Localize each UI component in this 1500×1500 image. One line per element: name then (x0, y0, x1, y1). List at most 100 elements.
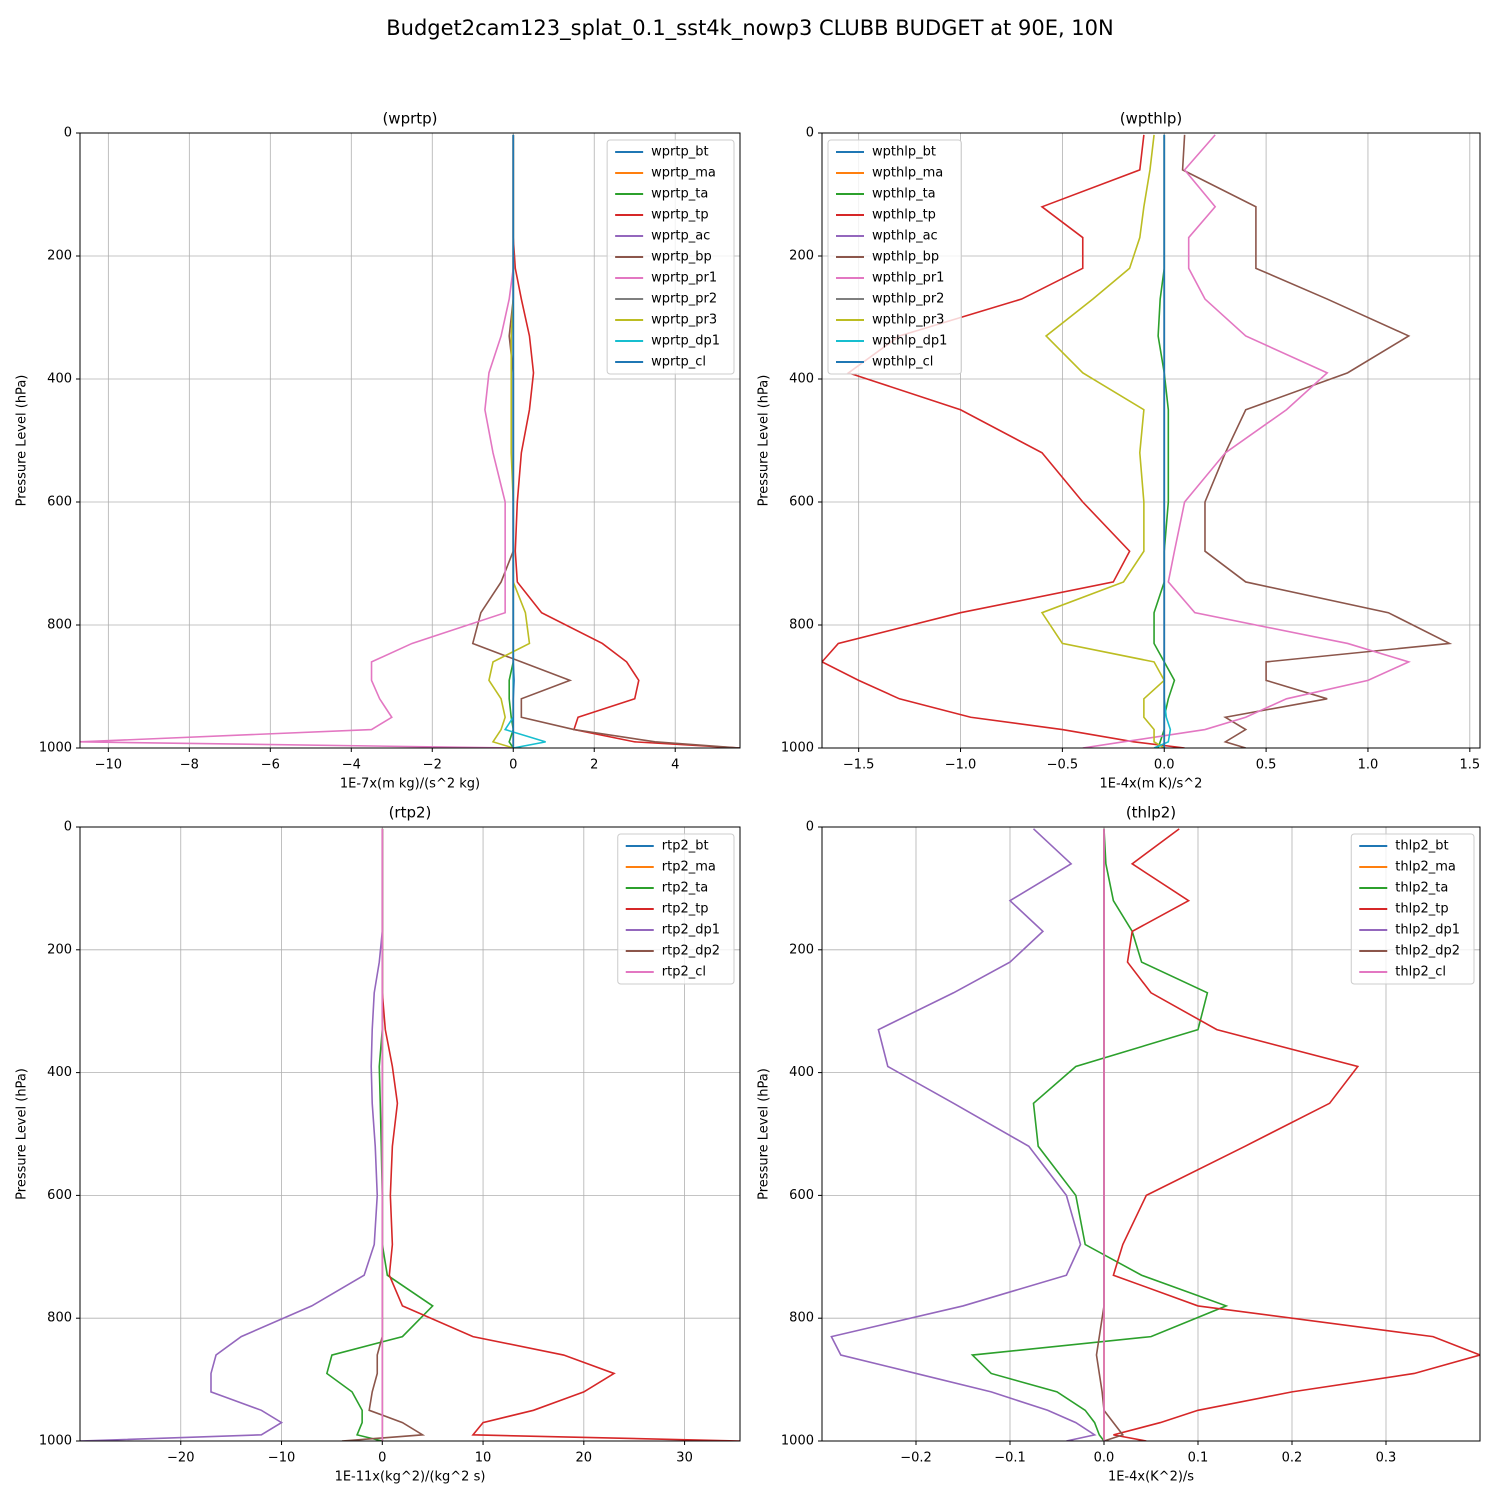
legend-label: thlp2_bt (1395, 839, 1448, 854)
y-tick-label: 1000 (781, 741, 814, 756)
x-tick-label: −0.1 (994, 1451, 1026, 1466)
series-line (80, 134, 515, 748)
subplot-title: (wpthlp) (1120, 110, 1183, 128)
y-tick-label: 600 (47, 1188, 72, 1203)
y-tick-label: 400 (47, 1065, 72, 1080)
figure-title: Budget2cam123_splat_0.1_sst4k_nowp3 CLUB… (386, 16, 1114, 41)
series-line (1112, 828, 1480, 1441)
legend-label: wpthlp_pr3 (872, 313, 944, 328)
y-tick-label: 0 (64, 820, 72, 835)
series-line (1040, 134, 1166, 748)
legend: wpthlp_bt wpthlp_ma wpthlp_ta wpthlp_tpwpth… (827, 139, 962, 375)
y-tick-label: 400 (789, 372, 814, 387)
y-tick-label: 800 (47, 618, 72, 633)
legend-label: wpthlp_ma (872, 166, 943, 181)
legend-label: rtp2_ma (662, 860, 716, 875)
subplot-title: (wprtp) (382, 110, 437, 128)
x-tick-label: 10 (475, 1451, 492, 1466)
legend-label: wprtp_bp (651, 250, 712, 265)
plot-frame (79, 132, 741, 749)
series-line (512, 134, 740, 748)
legend-box (1350, 833, 1475, 985)
legend-label: thlp2_dp1 (1395, 923, 1460, 938)
x-tick-label: −10 (95, 758, 122, 773)
x-axis-label: 1E-4x(K^2)/s (1108, 1470, 1194, 1485)
y-tick-label: 800 (789, 618, 814, 633)
legend-label: thlp2_dp2 (1395, 944, 1460, 959)
plot-frame (79, 826, 741, 1442)
x-tick-label: 4 (671, 758, 679, 773)
legend-label: wprtp_ma (651, 166, 716, 181)
x-tick-label: 1.0 (1358, 758, 1379, 773)
series-line (1181, 134, 1453, 748)
y-tick-label: 200 (789, 249, 814, 264)
legend-label: wpthlp_bt (872, 145, 936, 160)
legend-label: wprtp_dp1 (651, 334, 720, 349)
y-tick-label: 0 (806, 126, 814, 141)
x-tick-label: 0 (378, 1451, 386, 1466)
y-tick-label: 200 (47, 249, 72, 264)
x-tick-label: 20 (576, 1451, 593, 1466)
y-tick-label: 800 (789, 1311, 814, 1326)
x-tick-label: −8 (180, 758, 199, 773)
legend-label: thlp2_cl (1395, 965, 1446, 980)
x-tick-label: 30 (676, 1451, 693, 1466)
x-tick-label: −1.5 (843, 758, 875, 773)
legend-label: wprtp_pr2 (651, 292, 717, 307)
legend-label: thlp2_ta (1395, 881, 1448, 896)
x-tick-label: −4 (342, 758, 361, 773)
x-tick-label: 1.5 (1459, 758, 1480, 773)
series-line (1082, 134, 1411, 748)
legend-label: wprtp_pr3 (651, 313, 717, 328)
y-tick-label: 0 (806, 820, 814, 835)
legend-box (606, 139, 735, 375)
y-tick-label: 0 (64, 126, 72, 141)
y-tick-label: 600 (789, 1188, 814, 1203)
y-tick-label: 400 (47, 372, 72, 387)
x-axis-label: 1E-4x(m K)/s^2 (1100, 777, 1203, 792)
legend-label: wpthlp_pr2 (872, 292, 944, 307)
legend-label: wpthlp_ta (872, 187, 936, 202)
x-tick-label: −20 (167, 1451, 194, 1466)
x-tick-label: 0.0 (1154, 758, 1175, 773)
series-line (822, 134, 1185, 748)
series-line (512, 134, 515, 748)
y-tick-label: 200 (47, 942, 72, 957)
x-tick-label: −2 (423, 758, 442, 773)
x-tick-label: 0.5 (1256, 758, 1277, 773)
legend-label: wpthlp_bp (872, 250, 939, 265)
x-axis-label: 1E-7x(m kg)/(s^2 kg) (340, 777, 480, 792)
x-tick-label: 0.2 (1282, 1451, 1303, 1466)
series-line (970, 828, 1229, 1441)
x-tick-label: −0.2 (900, 1451, 932, 1466)
legend-label: wpthlp_ac (872, 229, 938, 244)
legend-label: rtp2_ta (662, 881, 709, 896)
legend-label: wprtp_bt (651, 145, 708, 160)
subplot-title: (rtp2) (389, 804, 432, 822)
x-tick-label: 0.1 (1188, 1451, 1209, 1466)
x-axis-label: 1E-11x(kg^2)/(kg^2 s) (335, 1470, 486, 1485)
legend-label: wprtp_tp (651, 208, 708, 223)
legend-box (827, 139, 962, 375)
x-tick-label: 0 (509, 758, 517, 773)
y-tick-label: 600 (789, 495, 814, 510)
legend-label: thlp2_ma (1395, 860, 1456, 875)
legend-label: wpthlp_dp1 (872, 334, 947, 349)
y-axis-label: Pressure Level (hPa) (15, 1068, 30, 1200)
y-axis-label: Pressure Level (hPa) (757, 375, 772, 507)
x-tick-label: 0.0 (1094, 1451, 1115, 1466)
legend-label: rtp2_bt (662, 839, 709, 854)
legend-label: wpthlp_pr1 (872, 271, 944, 286)
legend: rtp2_bt rtp2_ma rtp2_ta rtp2_tp rtp2_dp1 rtp2… (617, 833, 735, 985)
plot-frame (821, 132, 1481, 749)
y-tick-label: 1000 (781, 1434, 814, 1449)
legend-label: wpthlp_cl (872, 355, 933, 370)
series-line (80, 828, 384, 1441)
x-tick-label: −0.5 (1047, 758, 1079, 773)
y-tick-label: 400 (789, 1065, 814, 1080)
y-axis-label: Pressure Level (hPa) (15, 375, 30, 507)
legend: thlp2_bt thlp2_ma thlp2_ta thlp2_tp thlp2_dp… (1350, 833, 1475, 985)
y-axis-label: Pressure Level (hPa) (757, 1068, 772, 1200)
y-tick-label: 1000 (39, 1434, 72, 1449)
